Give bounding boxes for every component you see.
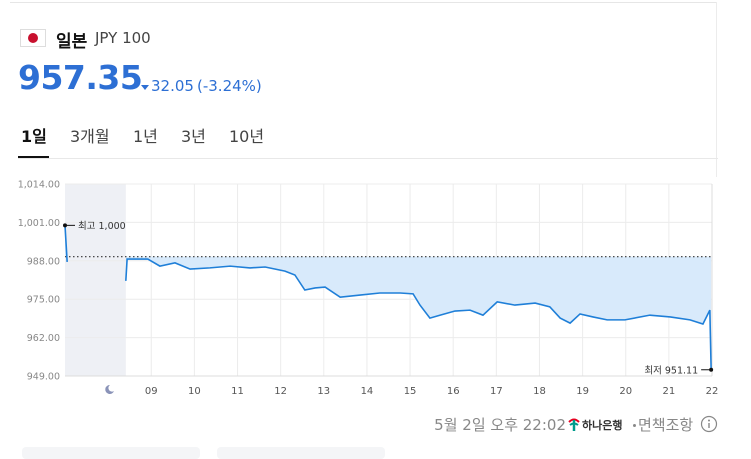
tab[interactable]: 10년 xyxy=(229,127,265,146)
y-tick-label: 975.00 xyxy=(27,295,60,306)
flag xyxy=(20,29,46,47)
tab[interactable]: 3개월 xyxy=(70,127,110,146)
night-shade xyxy=(65,184,126,376)
logo-leaf xyxy=(569,422,579,426)
x-tick-label: 10 xyxy=(188,386,201,397)
y-tick-label: 1,014.00 xyxy=(18,180,60,191)
y-tick-label: 988.00 xyxy=(27,256,60,267)
chart: 949.00 962.00 975.00 988.00 1,001.00 1,014.00… xyxy=(18,180,719,398)
moon-icon xyxy=(105,384,114,394)
change-pct: (-3.24%) xyxy=(197,77,262,95)
x-tick-label: 22 xyxy=(706,386,719,397)
x-tick-label: 12 xyxy=(274,386,287,397)
info-circle xyxy=(700,415,718,433)
x-tick-label: 11 xyxy=(231,386,244,397)
change: 32.05 xyxy=(151,77,194,95)
bank: 하나은행 xyxy=(582,419,623,432)
currency: JPY 100 xyxy=(95,29,151,47)
x-tick-label: 17 xyxy=(490,386,503,397)
flag-circle xyxy=(28,33,38,43)
bank-logo xyxy=(568,418,580,431)
x-tick-label: 18 xyxy=(533,386,546,397)
tab[interactable]: 1일 xyxy=(21,127,47,146)
x-tick-label: 15 xyxy=(404,386,417,397)
logo-arc xyxy=(568,418,580,423)
x-tick-label: 13 xyxy=(317,386,330,397)
high-label: 최고 1,000 xyxy=(78,221,126,232)
y-tick-label: 962.00 xyxy=(27,333,60,344)
down-arrow xyxy=(141,85,149,90)
next-card xyxy=(217,447,385,459)
disclaimer[interactable]: 면책조항 xyxy=(638,416,694,434)
info-icon[interactable] xyxy=(700,415,718,433)
y-tick-label: 949.00 xyxy=(27,372,60,383)
info-dot xyxy=(708,419,710,422)
card-right-border xyxy=(716,2,717,177)
tab[interactable]: 1년 xyxy=(133,127,158,146)
next-card xyxy=(22,447,200,459)
y-tick-label: 1,001.00 xyxy=(18,218,60,229)
price-line xyxy=(64,225,712,370)
area xyxy=(125,256,712,370)
timestamp: 5월 2일 오후 22:02 xyxy=(434,416,566,434)
card-top-border xyxy=(10,2,716,3)
x-tick-label: 14 xyxy=(361,386,374,397)
x-tick-label: 19 xyxy=(576,386,589,397)
low-label: 최저 951.11 xyxy=(644,365,698,376)
x-tick-label: 21 xyxy=(662,386,675,397)
x-tick-label: 20 xyxy=(619,386,632,397)
tab-divider xyxy=(18,158,718,159)
tab-underline xyxy=(18,156,49,158)
tab[interactable]: 3년 xyxy=(181,127,206,146)
x-tick-label: 09 xyxy=(145,386,158,397)
country: 일본 xyxy=(56,32,88,52)
separator-dot xyxy=(633,424,636,427)
price: 957.35 xyxy=(18,58,143,97)
x-tick-label: 16 xyxy=(447,386,460,397)
